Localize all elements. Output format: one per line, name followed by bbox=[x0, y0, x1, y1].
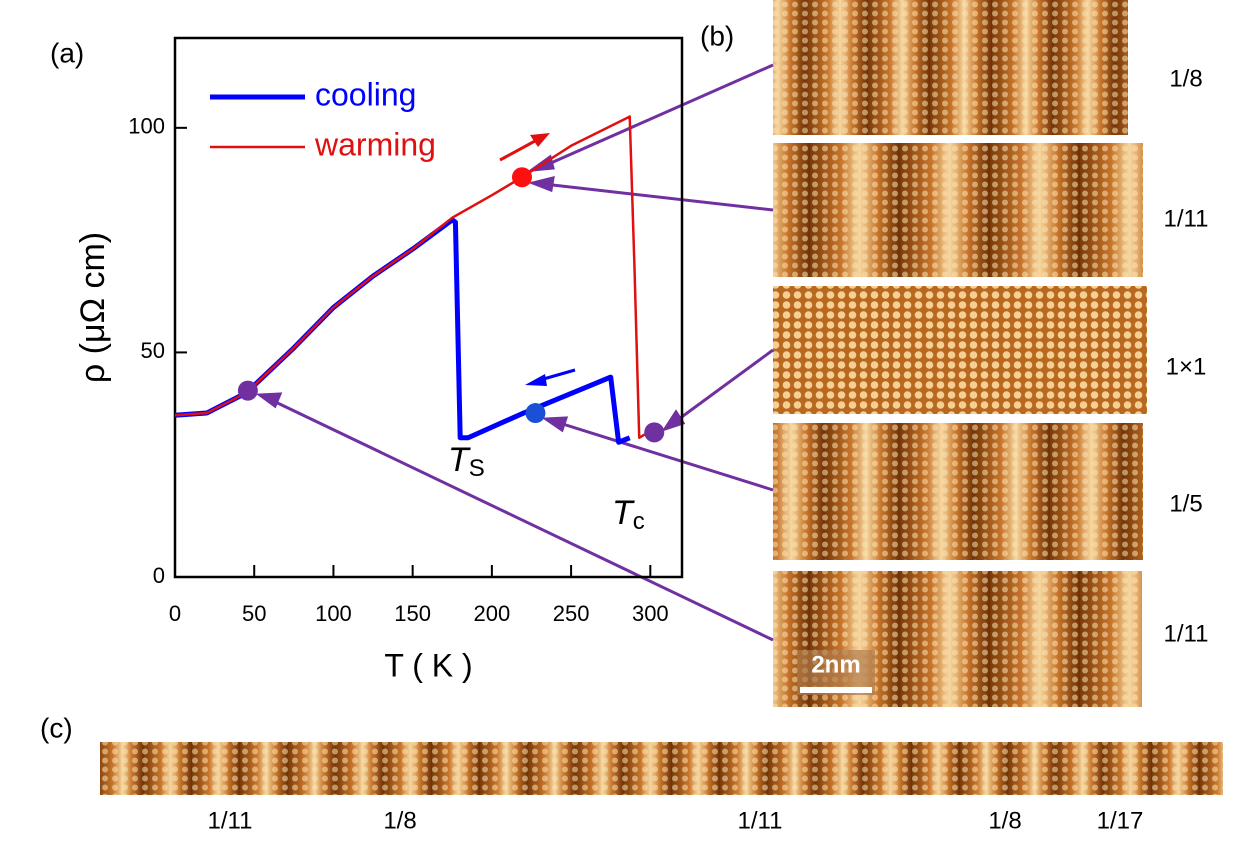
image-label: 1/5 bbox=[1169, 490, 1202, 517]
image-label: 1/8 bbox=[988, 807, 1021, 834]
panel-label: (c) bbox=[40, 712, 73, 743]
x-tick-label: 100 bbox=[315, 601, 352, 626]
stm-texture bbox=[100, 742, 1223, 795]
x-tick-label: 200 bbox=[474, 601, 511, 626]
x-tick-label: 0 bbox=[169, 601, 181, 626]
stm-texture bbox=[773, 0, 1128, 135]
series-line bbox=[174, 115, 651, 440]
legend-label: cooling bbox=[315, 76, 416, 112]
direction-arrow bbox=[499, 139, 536, 162]
annotation-sub: c bbox=[633, 508, 645, 535]
stm-images: 2nm bbox=[100, 0, 1223, 795]
connector bbox=[534, 181, 774, 212]
data-point bbox=[237, 380, 258, 401]
x-tick-label: 250 bbox=[553, 601, 590, 626]
panel-label: (a) bbox=[50, 37, 84, 68]
connector bbox=[667, 348, 774, 429]
annotation-sub: S bbox=[469, 455, 485, 482]
arrowhead bbox=[255, 392, 283, 409]
annotation: Tc bbox=[612, 494, 645, 535]
image-label: 1/17 bbox=[1097, 807, 1144, 834]
data-point bbox=[511, 167, 532, 188]
image-label: 1/11 bbox=[1164, 205, 1209, 232]
y-tick-label: 0 bbox=[153, 563, 165, 588]
connector bbox=[534, 63, 774, 172]
image-label: 1/8 bbox=[1169, 65, 1202, 92]
image-label: 1/8 bbox=[383, 807, 416, 834]
y-tick-label: 100 bbox=[128, 114, 165, 139]
panel-label: (b) bbox=[700, 20, 734, 51]
stm-texture bbox=[773, 423, 1143, 560]
data-point bbox=[525, 403, 546, 424]
arrowhead bbox=[661, 409, 686, 432]
connector bbox=[549, 418, 774, 492]
image-label: 1/11 bbox=[1164, 620, 1209, 647]
image-label: 1/11 bbox=[208, 807, 253, 834]
legend-label: warming bbox=[314, 126, 436, 162]
y-axis-title: ρ (μΩ cm) bbox=[74, 232, 112, 383]
stm-image bbox=[773, 286, 1147, 414]
connectors bbox=[255, 63, 774, 642]
series-line bbox=[174, 217, 631, 445]
plot-frame bbox=[173, 36, 684, 579]
data-point bbox=[644, 422, 665, 443]
direction-arrowhead bbox=[525, 374, 547, 386]
x-tick-label: 50 bbox=[242, 601, 266, 626]
arrowhead bbox=[528, 175, 555, 193]
image-label: 1×1 bbox=[1166, 353, 1207, 380]
x-axis-title: T ( K ) bbox=[384, 647, 472, 683]
connector bbox=[264, 395, 774, 642]
direction-arrow bbox=[539, 368, 576, 382]
direction-arrowhead bbox=[530, 133, 550, 147]
annotation-symbol: T bbox=[448, 441, 471, 479]
stm-texture bbox=[773, 143, 1143, 277]
arrowhead bbox=[541, 416, 569, 433]
x-tick-label: 300 bbox=[632, 601, 669, 626]
annotation-symbol: T bbox=[612, 494, 635, 532]
scale-label: 2nm bbox=[811, 651, 860, 678]
x-tick-label: 150 bbox=[394, 601, 431, 626]
annotation: TS bbox=[448, 441, 485, 482]
image-label: 1/11 bbox=[738, 807, 783, 834]
y-tick-label: 50 bbox=[141, 338, 165, 363]
